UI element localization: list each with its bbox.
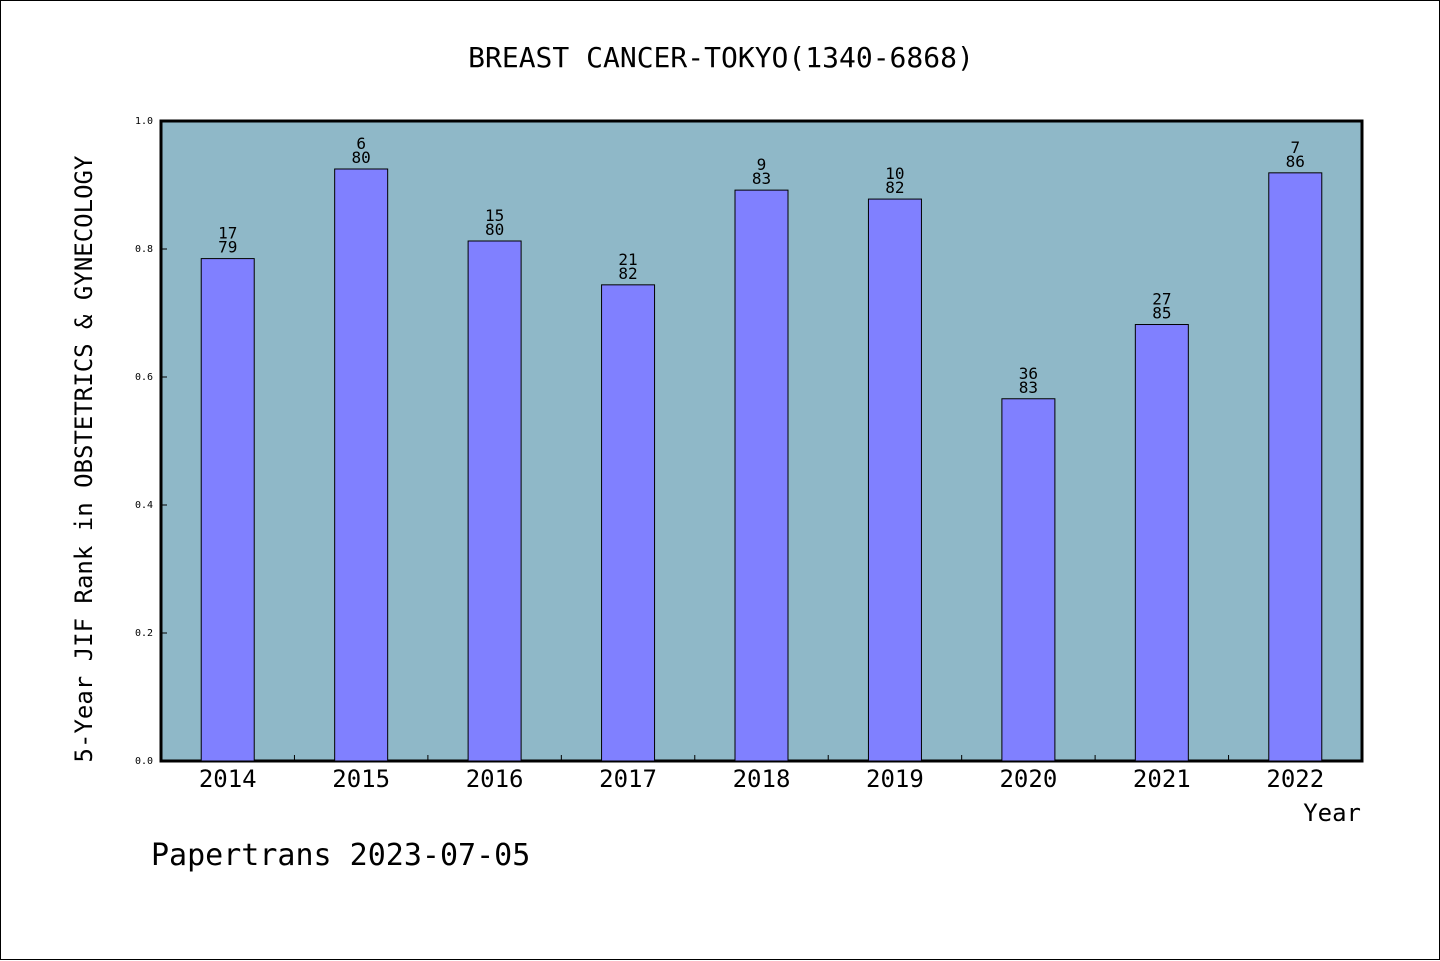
x-tick-label-2016: 2016 [466, 765, 524, 793]
x-tick-label-2014: 2014 [199, 765, 257, 793]
bar-2022 [1268, 172, 1323, 762]
x-axis-label: Year [1303, 799, 1361, 827]
bar-2019 [867, 198, 922, 762]
y-axis: 0.0 0.2 0.4 0.6 0.8 1.0 [135, 116, 167, 767]
total-label-2015: 80 [352, 148, 371, 167]
bar-2021 [1134, 324, 1189, 762]
bar-2018 [734, 189, 789, 762]
x-tick-label-2018: 2018 [733, 765, 791, 793]
x-tick-label-2019: 2019 [866, 765, 924, 793]
rank-label-2020: 36 [1019, 364, 1038, 383]
rank-label-2015: 6 [356, 134, 366, 153]
y-axis-label: 5-Year JIF Rank in OBSTETRICS & GYNECOLO… [70, 155, 98, 762]
y-tick-label-3: 0.6 [135, 372, 153, 383]
x-axis: 2014 2015 2016 2017 2018 2019 2020 2021 2022 [199, 755, 1324, 793]
x-tick-label-2015: 2015 [332, 765, 390, 793]
total-label-2021: 85 [1152, 304, 1171, 323]
y-tick-label-1: 0.2 [135, 628, 153, 639]
y-tick-label-4: 0.8 [135, 244, 153, 255]
total-label-2022: 86 [1286, 152, 1305, 171]
bar-2015 [334, 168, 389, 762]
total-label-2016: 80 [485, 220, 504, 239]
y-tick-label-5: 1.0 [135, 116, 153, 127]
total-label-2014: 79 [218, 238, 237, 257]
y-tick-label-2: 0.4 [135, 500, 153, 511]
x-tick-label-2020: 2020 [999, 765, 1057, 793]
x-tick-label-2022: 2022 [1266, 765, 1324, 793]
rank-label-2021: 27 [1152, 290, 1171, 309]
bar-2014 [200, 258, 255, 762]
total-label-2017: 82 [618, 264, 637, 283]
x-tick-label-2017: 2017 [599, 765, 657, 793]
rank-label-2014: 17 [218, 224, 237, 243]
bars [200, 168, 1323, 762]
total-label-2020: 83 [1019, 378, 1038, 397]
bar-2016 [467, 240, 522, 762]
total-label-2018: 83 [752, 169, 771, 188]
chart-title: BREAST CANCER-TOKYO(1340-6868) [468, 41, 974, 74]
rank-label-2022: 7 [1290, 138, 1300, 157]
rank-label-2019: 10 [885, 164, 904, 183]
total-label-2019: 82 [885, 178, 904, 197]
x-tick-label-2021: 2021 [1133, 765, 1191, 793]
footer-text: Papertrans 2023-07-05 [151, 838, 530, 873]
bar-2020 [1001, 398, 1056, 762]
rank-label-2018: 9 [757, 155, 767, 174]
rank-label-2017: 21 [618, 250, 637, 269]
bar-2017 [601, 284, 656, 762]
y-tick-label-0: 0.0 [135, 756, 153, 767]
rank-label-2016: 15 [485, 206, 504, 225]
